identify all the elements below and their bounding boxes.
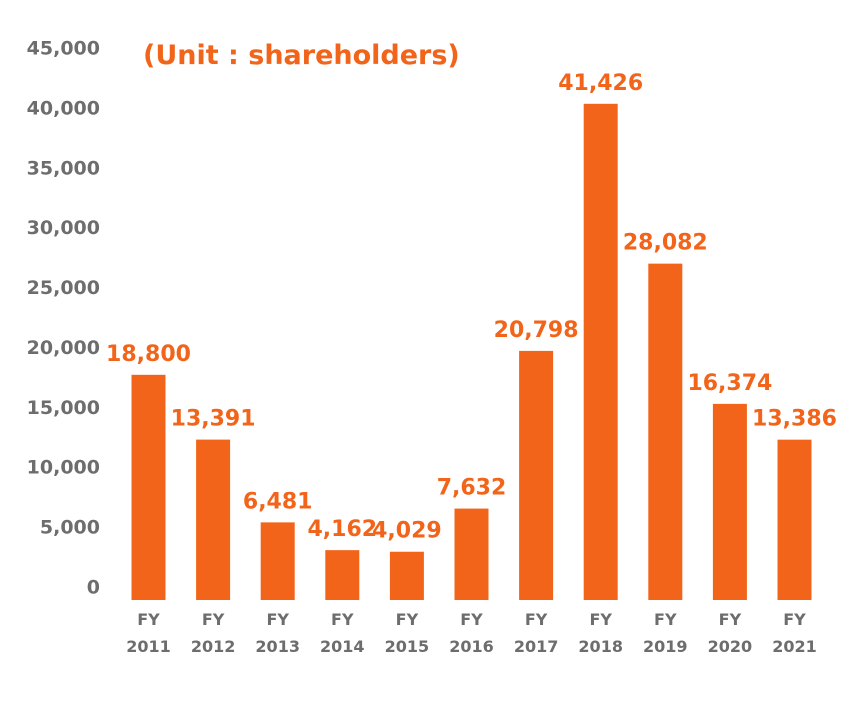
y-tick-label: 30,000 bbox=[27, 217, 100, 239]
data-label: 13,386 bbox=[752, 407, 837, 432]
x-tick-label: 2020 bbox=[708, 637, 753, 656]
x-tick-label: 2019 bbox=[643, 637, 688, 656]
unit-label: (Unit : shareholders) bbox=[143, 40, 460, 71]
data-label: 16,374 bbox=[687, 371, 772, 396]
y-tick-label: 15,000 bbox=[27, 397, 100, 419]
x-tick-label: 2012 bbox=[191, 637, 236, 656]
x-tick-label: 2016 bbox=[449, 637, 494, 656]
y-tick-label: 10,000 bbox=[27, 457, 100, 479]
y-tick-label: 25,000 bbox=[27, 277, 100, 299]
x-tick-label: 2018 bbox=[578, 637, 623, 656]
data-label: 4,162 bbox=[308, 517, 378, 542]
data-label: 20,798 bbox=[494, 318, 579, 343]
x-tick-label: FY bbox=[396, 610, 419, 629]
y-tick-label: 20,000 bbox=[27, 337, 100, 359]
x-tick-label: 2013 bbox=[255, 637, 300, 656]
data-label: 28,082 bbox=[623, 231, 708, 256]
data-label: 41,426 bbox=[558, 71, 643, 96]
x-tick-label: FY bbox=[654, 610, 677, 629]
data-label: 6,481 bbox=[243, 489, 313, 514]
x-tick-label: FY bbox=[137, 610, 160, 629]
x-tick-label: 2014 bbox=[320, 637, 365, 656]
x-tick-label: 2011 bbox=[126, 637, 171, 656]
bar bbox=[389, 551, 424, 600]
y-tick-label: 35,000 bbox=[27, 157, 100, 179]
x-tick-label: FY bbox=[719, 610, 742, 629]
bar bbox=[260, 522, 295, 600]
bar bbox=[325, 550, 360, 600]
x-tick-label: 2021 bbox=[772, 637, 817, 656]
x-tick-label: FY bbox=[460, 610, 483, 629]
data-label: 18,800 bbox=[106, 342, 191, 367]
data-label: 7,632 bbox=[437, 476, 507, 501]
x-tick-label: FY bbox=[525, 610, 548, 629]
x-tick-label: FY bbox=[266, 610, 289, 629]
y-tick-label: 5,000 bbox=[40, 517, 100, 539]
x-tick-label: FY bbox=[589, 610, 612, 629]
bar bbox=[454, 508, 489, 600]
x-tick-label: 2017 bbox=[514, 637, 559, 656]
x-tick-label: FY bbox=[783, 610, 806, 629]
data-label: 13,391 bbox=[171, 407, 256, 432]
y-tick-label: 0 bbox=[87, 577, 100, 599]
bar bbox=[131, 374, 166, 600]
bar bbox=[519, 350, 554, 600]
bar bbox=[712, 403, 747, 600]
bar bbox=[196, 439, 231, 600]
x-tick-label: 2015 bbox=[385, 637, 430, 656]
y-tick-label: 45,000 bbox=[27, 38, 100, 60]
data-label: 4,029 bbox=[372, 519, 442, 544]
x-tick-label: FY bbox=[331, 610, 354, 629]
bar bbox=[648, 263, 683, 600]
bar bbox=[583, 103, 618, 600]
x-tick-label: FY bbox=[202, 610, 225, 629]
y-tick-label: 40,000 bbox=[27, 97, 100, 119]
bar bbox=[777, 439, 812, 600]
